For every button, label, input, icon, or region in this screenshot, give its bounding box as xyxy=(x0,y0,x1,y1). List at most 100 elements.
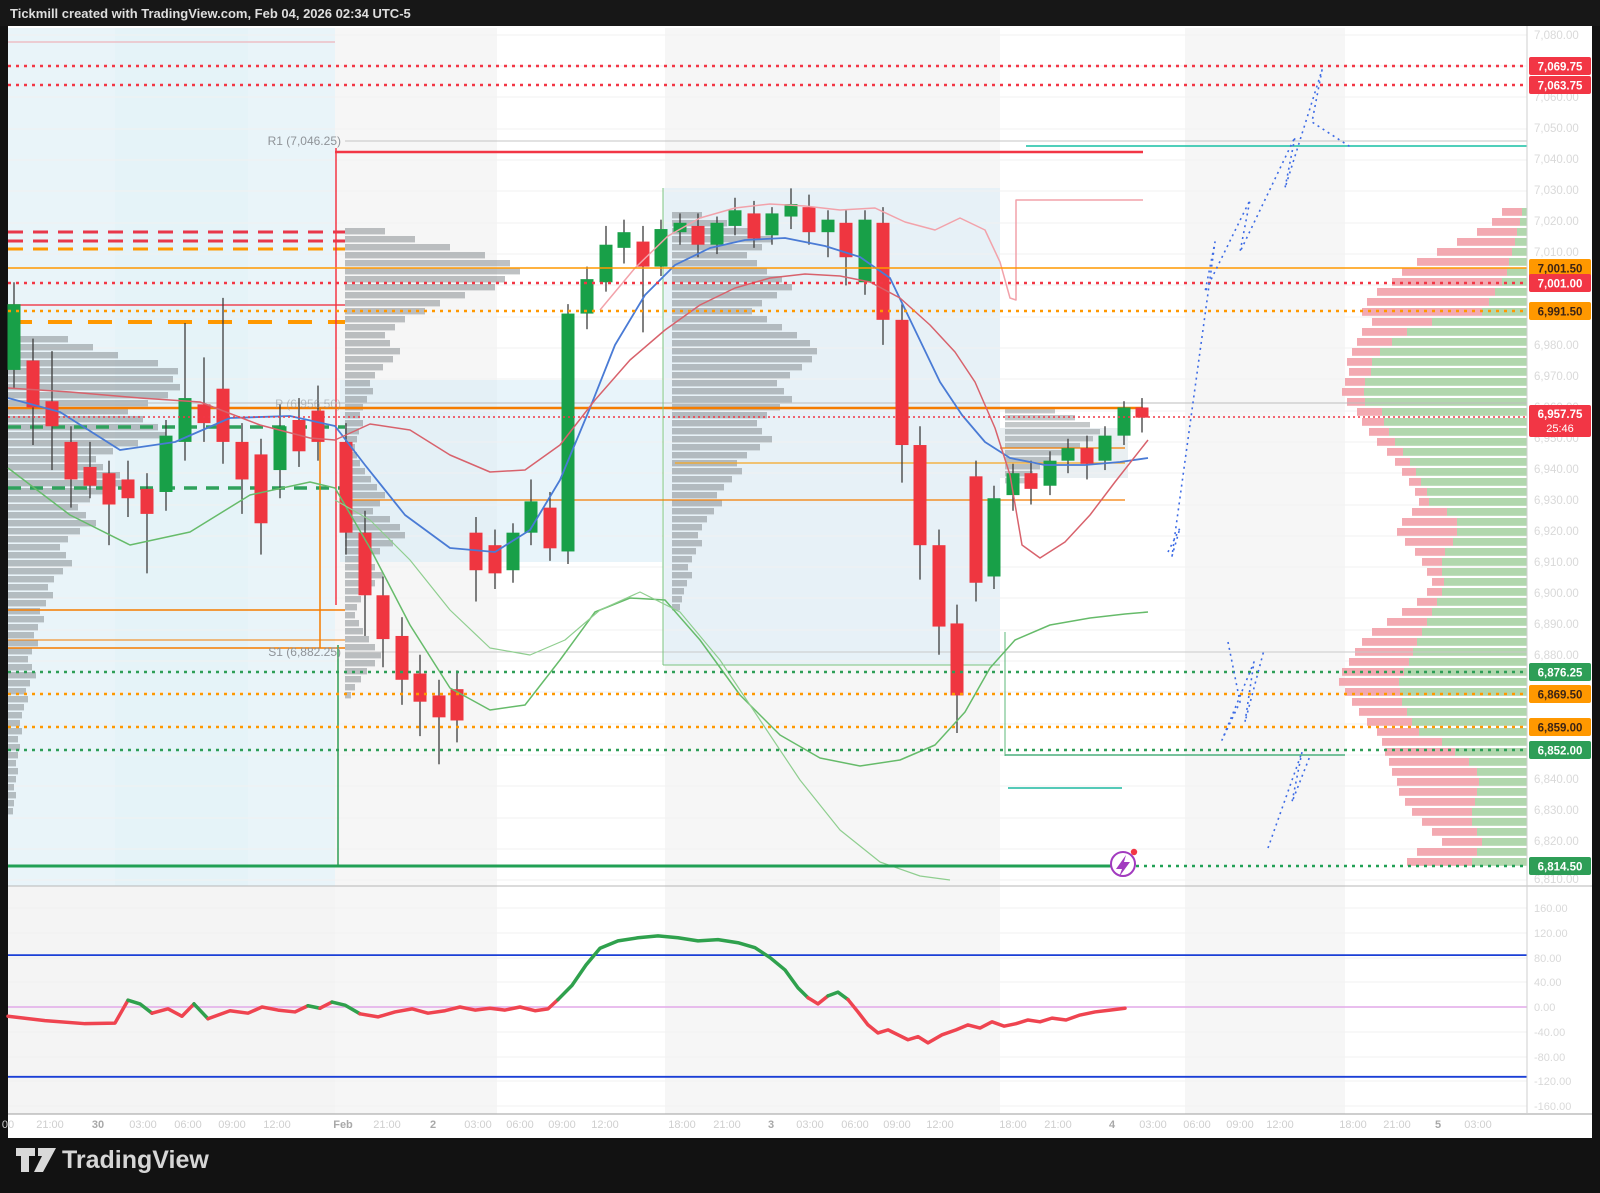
profile-bar xyxy=(345,428,359,435)
profile-bar xyxy=(672,260,757,267)
profile-bar xyxy=(345,324,395,331)
badge-text: 6,876.25 xyxy=(1538,668,1583,680)
badge-text: 6,814.50 xyxy=(1538,862,1583,874)
candle-body xyxy=(561,313,575,552)
buy-volume-bar xyxy=(1453,538,1527,546)
buy-volume-bar xyxy=(1522,208,1527,216)
profile-bar xyxy=(8,536,68,543)
profile-bar xyxy=(345,668,367,675)
profile-bar xyxy=(672,252,747,259)
profile-bar xyxy=(672,524,702,531)
profile-bar xyxy=(672,492,717,499)
price-tick-label: 6,970.00 xyxy=(1534,371,1579,383)
buy-volume-bar xyxy=(1472,818,1527,826)
profile-bar xyxy=(8,352,118,359)
time-tick-label: 03:00 xyxy=(464,1119,492,1131)
buy-volume-bar xyxy=(1395,438,1527,446)
sell-volume-bar xyxy=(1362,418,1384,426)
pivot-r1-label: R1 (7,046.25) xyxy=(268,134,341,148)
profile-bar xyxy=(8,624,38,631)
price-tick-label: 6,840.00 xyxy=(1534,774,1579,786)
buy-volume-bar xyxy=(1400,688,1527,696)
candle-body xyxy=(987,498,1001,577)
profile-bar xyxy=(345,484,377,491)
flash-marker[interactable] xyxy=(1110,848,1138,877)
sell-volume-bar xyxy=(1385,748,1455,756)
profile-bar xyxy=(672,428,762,435)
countdown-text: 25:46 xyxy=(1546,423,1574,435)
price-tick-label: 7,030.00 xyxy=(1534,185,1579,197)
oscillator-tick-label: 40.00 xyxy=(1534,977,1562,989)
buy-volume-bar xyxy=(1432,608,1527,616)
profile-bar xyxy=(1005,457,1050,463)
profile-bar xyxy=(345,244,450,251)
profile-bar xyxy=(672,332,797,339)
profile-bar xyxy=(672,412,767,419)
profile-bar xyxy=(345,556,370,563)
profile-bar xyxy=(8,728,22,735)
candle-body xyxy=(102,473,116,505)
sell-volume-bar xyxy=(1409,478,1421,486)
sell-volume-bar xyxy=(1357,338,1392,346)
buy-volume-bar xyxy=(1384,418,1527,426)
buy-volume-bar xyxy=(1442,738,1527,746)
oscillator-segment xyxy=(126,998,154,1015)
profile-bar xyxy=(672,588,684,595)
buy-volume-bar xyxy=(1409,658,1527,666)
oscillator-segment xyxy=(556,934,810,1002)
price-tick-label: 7,050.00 xyxy=(1534,123,1579,135)
profile-bar xyxy=(8,416,143,423)
time-tick-label: 06:00 xyxy=(506,1119,534,1131)
buy-volume-bar xyxy=(1477,768,1527,776)
profile-bar xyxy=(672,452,747,459)
profile-bar xyxy=(345,356,393,363)
profile-bar xyxy=(672,300,762,307)
tradingview-logo-icon[interactable] xyxy=(16,1148,56,1172)
profile-bar xyxy=(345,276,505,283)
price-level-badge: 7,001.50 xyxy=(1529,259,1591,277)
current-price-badge: 6,957.75 25:46 xyxy=(1529,405,1591,437)
sell-volume-bar xyxy=(1372,628,1422,636)
sell-volume-bar xyxy=(1397,778,1479,786)
candle-body xyxy=(216,388,230,442)
oscillator-tick-label: 160.00 xyxy=(1534,903,1568,915)
sell-volume-bar xyxy=(1377,288,1495,296)
badge-text: 7,001.00 xyxy=(1538,279,1583,291)
price-axis-bg[interactable] xyxy=(1528,26,1592,1138)
sell-volume-bar xyxy=(1412,508,1447,516)
profile-bar xyxy=(8,656,28,663)
price-axis[interactable]: 7,080.00 7,060.00 7,050.00 7,040.00 7,030.00… xyxy=(1529,30,1591,1113)
badge-text: 7,069.75 xyxy=(1538,62,1583,74)
sell-volume-bar xyxy=(1349,658,1409,666)
profile-bar xyxy=(345,332,385,339)
profile-bar xyxy=(672,468,742,475)
time-tick-label: 12:00 xyxy=(263,1119,291,1131)
candle-body xyxy=(339,441,353,533)
oscillator-tick-label: 80.00 xyxy=(1534,953,1562,965)
time-tick-label: 21:00 xyxy=(373,1119,401,1131)
badge-text: 7,063.75 xyxy=(1538,81,1583,93)
time-tick-label: 03:00 xyxy=(1464,1119,1492,1131)
tradingview-logo-text[interactable]: TradingView xyxy=(62,1146,209,1174)
price-tick-label: 6,830.00 xyxy=(1534,805,1579,817)
candle-body xyxy=(932,545,946,627)
buy-volume-bar xyxy=(1399,678,1527,686)
buy-volume-bar xyxy=(1495,288,1527,296)
candle-body xyxy=(1024,473,1038,489)
badge-bg xyxy=(1529,685,1591,703)
chart-area[interactable]: R1 (7,046.25) S1 (6,882.25) P (6,956.50) 7,… xyxy=(2,26,1592,1138)
sell-volume-bar xyxy=(1352,698,1402,706)
profile-bar xyxy=(8,616,44,623)
price-tick-label: 6,820.00 xyxy=(1534,836,1579,848)
profile-bar xyxy=(8,680,30,687)
time-tick-label: 09:00 xyxy=(883,1119,911,1131)
time-axis[interactable]: 00 21:00 30 03:00 06:00 09:00 12:00 Feb 21:00 2 03… xyxy=(2,1119,1492,1131)
candle-body xyxy=(654,229,668,267)
profile-bar xyxy=(8,464,103,471)
buy-volume-bar xyxy=(1517,228,1527,236)
oscillator-segment xyxy=(826,990,850,1002)
time-tick-label: 09:00 xyxy=(218,1119,246,1131)
buy-volume-bar xyxy=(1457,528,1527,536)
time-tick-label: 03:00 xyxy=(129,1119,157,1131)
